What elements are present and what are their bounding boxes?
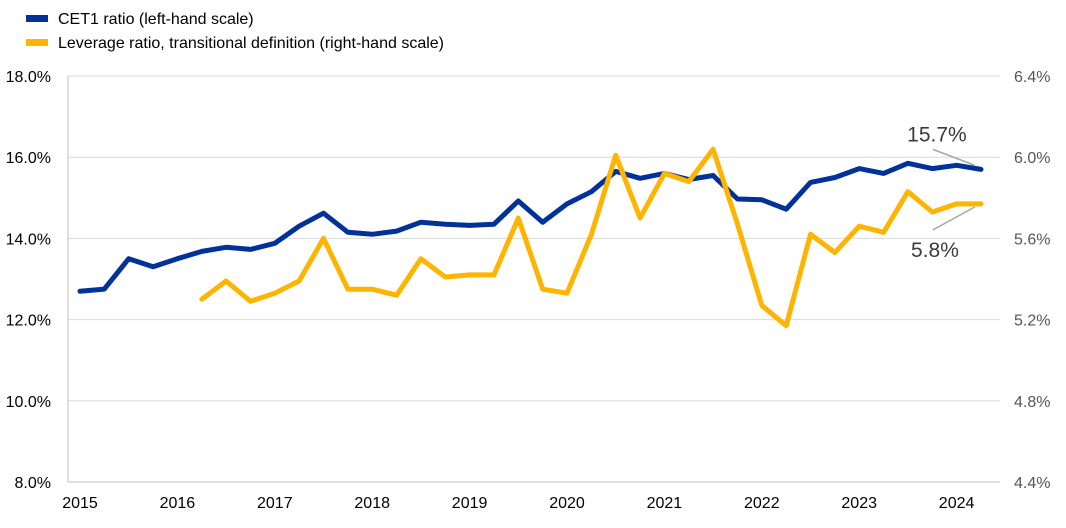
x-tick-label: 2017	[257, 495, 293, 512]
right-axis: 4.4% 4.8% 5.2% 5.6% 6.0% 6.4%	[1014, 69, 1050, 492]
left-axis: 8.0% 10.0% 12.0% 14.0% 16.0% 18.0%	[6, 69, 69, 492]
annotation-leverage-value: 5.8%	[911, 239, 959, 262]
legend-label-leverage: Leverage ratio, transitional definition …	[58, 35, 444, 52]
annotation-leader-cet1	[932, 148, 976, 167]
right-tick-label: 6.0%	[1014, 150, 1050, 167]
gridlines	[68, 75, 1000, 402]
x-axis: 2015 2016 2017 2018 2019 2020 2021 2022 2023 2024	[62, 481, 1000, 512]
left-tick-label: 16.0%	[6, 150, 51, 167]
left-tick-label: 12.0%	[6, 313, 51, 330]
x-tick-label: 2015	[62, 495, 98, 512]
series-lines	[77, 146, 984, 329]
left-tick-label: 10.0%	[6, 394, 51, 411]
legend-label-cet1: CET1 ratio (left-hand scale)	[58, 11, 254, 28]
leverage-ratio-line	[199, 146, 984, 329]
annotation-leader-leverage	[932, 206, 976, 231]
cet1-ratio-line	[77, 160, 984, 294]
legend-swatch-leverage	[26, 39, 48, 46]
x-tick-label: 2021	[647, 495, 683, 512]
right-tick-label: 4.4%	[1014, 475, 1050, 492]
x-tick-label: 2018	[354, 495, 390, 512]
left-tick-label: 14.0%	[6, 231, 51, 248]
legend: CET1 ratio (left-hand scale) Leverage ra…	[26, 11, 444, 52]
annotation-cet1-value: 15.7%	[907, 123, 967, 146]
x-tick-label: 2019	[452, 495, 488, 512]
annotations: 15.7% 5.8%	[907, 123, 976, 262]
right-tick-label: 5.2%	[1014, 313, 1050, 330]
x-tick-label: 2016	[160, 495, 196, 512]
x-tick-label: 2022	[744, 495, 780, 512]
right-tick-label: 4.8%	[1014, 394, 1050, 411]
left-tick-label: 18.0%	[6, 69, 51, 86]
legend-swatch-cet1	[26, 15, 48, 22]
x-tick-label: 2020	[549, 495, 585, 512]
right-tick-label: 6.4%	[1014, 69, 1050, 86]
left-tick-label: 8.0%	[15, 475, 51, 492]
x-tick-label: 2023	[841, 495, 877, 512]
x-tick-label: 2024	[939, 495, 975, 512]
right-tick-label: 5.6%	[1014, 231, 1050, 248]
